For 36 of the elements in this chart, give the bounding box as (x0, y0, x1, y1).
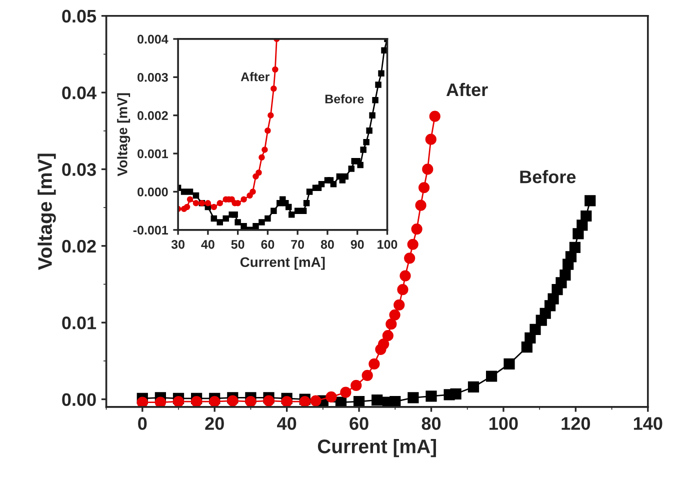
y-axis-title: Voltage [mV] (117, 93, 130, 176)
x-tick-label: 140 (634, 417, 662, 430)
x-tick-label: 40 (201, 240, 214, 249)
y-tick-label: 0.003 (138, 72, 168, 82)
x-tick-label: 90 (350, 240, 364, 249)
y-tick-label: 0.002 (138, 111, 168, 120)
x-tick-label: 30 (171, 240, 184, 249)
y-tick-label: 0.01 (62, 316, 96, 330)
y-tick-label: 0.004 (138, 34, 168, 44)
y-tick-label: 0.02 (62, 240, 96, 253)
x-tick-label: 100 (378, 240, 398, 249)
x-tick-label: 70 (291, 240, 304, 249)
y-tick-label: 0.03 (62, 163, 96, 176)
series-label: Before (520, 170, 576, 184)
x-tick-label: 100 (490, 417, 518, 430)
x-axis-title: Current [mA] (318, 439, 436, 458)
series-label: Before (325, 94, 364, 104)
x-tick-label: 40 (277, 417, 296, 430)
y-tick-label: 0.04 (62, 86, 96, 100)
y-axis-title: Voltage [mV] (38, 154, 56, 270)
y-tick-label: 0.05 (62, 10, 96, 23)
series-label: After (446, 82, 488, 96)
y-tick-label: 0.001 (138, 149, 168, 158)
x-tick-label: 80 (422, 417, 441, 430)
x-tick-label: 50 (231, 240, 244, 249)
x-tick-label: 20 (205, 417, 224, 430)
x-tick-label: 80 (320, 240, 334, 249)
x-tick-label: 60 (350, 417, 368, 430)
y-tick-label: 0.00 (62, 393, 96, 406)
y-tick-label: -0.001 (133, 226, 168, 235)
series-label: After (240, 72, 270, 82)
x-tick-label: 120 (562, 417, 590, 430)
y-tick-label: 0.000 (138, 188, 168, 196)
x-tick-label: 60 (261, 240, 274, 249)
x-axis-title: Current [mA] (240, 256, 325, 270)
x-tick-label: 0 (138, 417, 147, 430)
